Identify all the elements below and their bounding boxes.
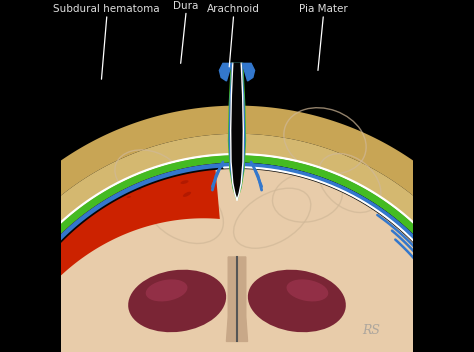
Text: Dura: Dura bbox=[173, 1, 199, 11]
Ellipse shape bbox=[183, 192, 191, 197]
Polygon shape bbox=[219, 63, 232, 81]
Ellipse shape bbox=[146, 279, 188, 301]
Text: Arachnoid: Arachnoid bbox=[207, 4, 260, 14]
Polygon shape bbox=[0, 155, 474, 335]
Polygon shape bbox=[0, 106, 474, 328]
Polygon shape bbox=[0, 163, 474, 331]
Polygon shape bbox=[0, 155, 474, 329]
Polygon shape bbox=[231, 63, 243, 197]
Ellipse shape bbox=[181, 180, 189, 184]
Polygon shape bbox=[0, 134, 474, 335]
Circle shape bbox=[0, 169, 474, 352]
Ellipse shape bbox=[122, 188, 128, 191]
Ellipse shape bbox=[127, 196, 131, 198]
Text: Pia Mater: Pia Mater bbox=[299, 4, 347, 14]
Ellipse shape bbox=[286, 279, 328, 301]
Polygon shape bbox=[0, 158, 220, 335]
Polygon shape bbox=[229, 63, 245, 199]
Text: Subdural hematoma: Subdural hematoma bbox=[54, 4, 160, 14]
Ellipse shape bbox=[136, 188, 142, 190]
Ellipse shape bbox=[128, 270, 226, 332]
Text: RS: RS bbox=[362, 325, 380, 337]
Polygon shape bbox=[223, 156, 474, 327]
Polygon shape bbox=[227, 257, 247, 341]
Polygon shape bbox=[228, 63, 246, 200]
Ellipse shape bbox=[248, 270, 346, 332]
Polygon shape bbox=[0, 163, 474, 331]
Polygon shape bbox=[242, 63, 255, 81]
